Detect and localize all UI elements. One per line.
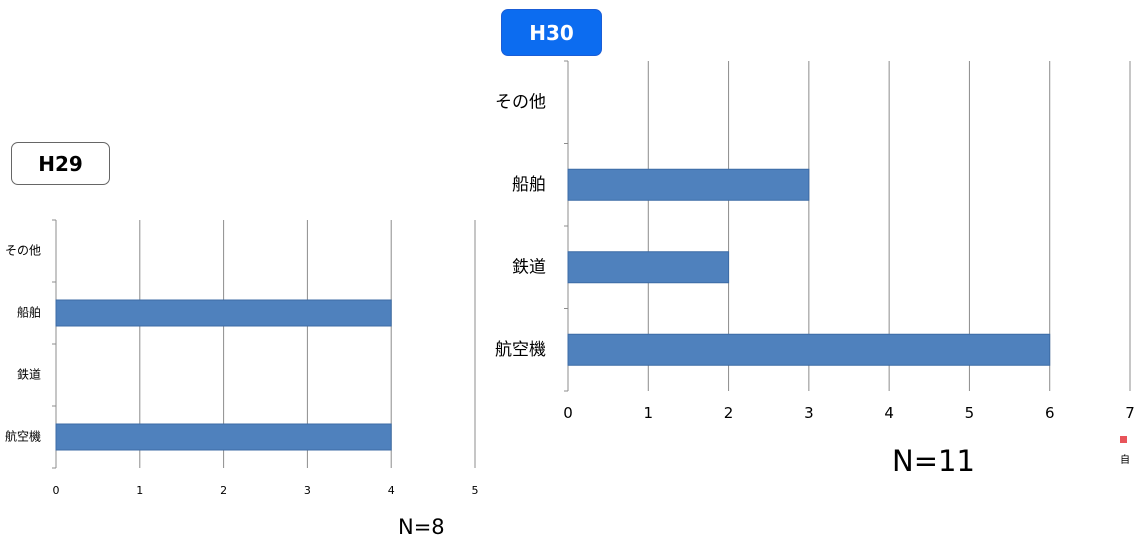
x-tick-label: 5 [472, 484, 479, 497]
category-label: 航空機 [5, 429, 41, 444]
category-label: 船舶 [17, 305, 41, 320]
x-tick-label: 1 [644, 404, 654, 422]
category-label: 船舶 [512, 175, 546, 195]
bar-0 [55, 423, 392, 451]
bar-chart-h29: 航空機 鉄道 船舶 その他 0 1 2 3 4 5 [5, 219, 479, 497]
sample-size-h30: N=11 [892, 444, 975, 478]
bar-2 [55, 299, 392, 327]
legend-swatch [1120, 436, 1127, 443]
x-tick-label: 3 [304, 484, 311, 497]
category-label: 航空機 [495, 340, 546, 360]
x-tick-label: 4 [884, 404, 894, 422]
x-tick-label: 4 [388, 484, 395, 497]
chart-title-h29-badge: H29 [11, 142, 110, 185]
bar-0 [567, 333, 1051, 366]
sample-size-h29: N=8 [398, 515, 445, 539]
legend-h30: 自 [1120, 429, 1135, 467]
bar-chart-h30: 航空機 鉄道 船舶 その他 0 1 2 3 4 5 6 7 [495, 60, 1135, 422]
category-label: その他 [5, 244, 41, 258]
chart-title-h30-badge: H30 [501, 9, 602, 56]
x-tick-label: 2 [724, 404, 734, 422]
x-tick-label: 1 [136, 484, 143, 497]
x-tick-label: 0 [53, 484, 60, 497]
bar-1 [567, 251, 730, 284]
x-tick-label: 2 [220, 484, 227, 497]
category-label: その他 [495, 92, 546, 112]
x-tick-label: 7 [1125, 404, 1135, 422]
bar-2 [567, 168, 810, 201]
x-tick-label: 6 [1045, 404, 1055, 422]
legend-label: 自 [1120, 455, 1130, 466]
x-tick-label: 3 [804, 404, 814, 422]
category-label: 鉄道 [512, 257, 546, 277]
x-tick-label: 0 [563, 404, 573, 422]
x-tick-label: 5 [965, 404, 975, 422]
category-label: 鉄道 [17, 367, 41, 382]
